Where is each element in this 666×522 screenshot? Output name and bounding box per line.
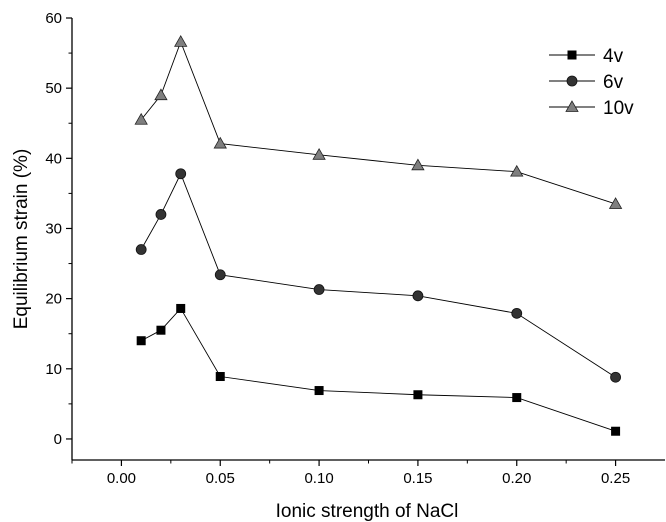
data-point-4v <box>136 336 146 346</box>
data-point-4v <box>156 325 166 335</box>
y-tick-label: 20 <box>45 291 62 308</box>
series-line-10v <box>140 40 616 205</box>
y-axis-label: Equilibrium strain (%) <box>11 149 32 330</box>
x-tick-label: 0.15 <box>403 470 432 487</box>
y-tick-label: 30 <box>45 220 62 237</box>
y-tick-label: 60 <box>45 10 62 27</box>
data-point-4v <box>176 303 186 313</box>
data-point-10v <box>312 148 326 160</box>
data-point-6v <box>313 284 325 295</box>
data-point-4v <box>413 390 423 400</box>
data-point-6v <box>214 269 226 281</box>
y-tick-label: 40 <box>45 150 62 167</box>
series-4v <box>136 303 621 436</box>
y-tick-label: 50 <box>45 80 62 97</box>
legend: 4v 6v 10v <box>549 46 634 119</box>
x-tick-label: 0.10 <box>304 470 333 487</box>
legend-marker-10v <box>565 100 579 112</box>
x-tick-label: 0.20 <box>502 470 531 487</box>
series-10v <box>134 35 623 209</box>
legend-label-10v: 10v <box>603 98 634 119</box>
data-point-10v <box>510 164 524 177</box>
legend-label-4v: 4v <box>603 46 624 67</box>
x-tick-label: 0.00 <box>107 470 136 487</box>
x-tick-label: 0.05 <box>206 470 235 487</box>
data-point-10v <box>608 197 623 209</box>
data-point-4v <box>314 386 324 396</box>
legend-marker-6v <box>566 75 578 87</box>
data-point-6v <box>135 244 147 255</box>
data-point-6v <box>610 371 621 383</box>
data-point-6v <box>511 307 523 319</box>
legend-marker-4v <box>567 50 577 60</box>
x-tick-label: 0.25 <box>601 470 630 487</box>
data-point-6v <box>412 290 424 302</box>
data-point-10v <box>154 88 168 101</box>
data-point-4v <box>215 372 225 382</box>
data-point-10v <box>134 112 148 125</box>
data-point-6v <box>155 209 167 220</box>
data-point-6v <box>175 168 187 180</box>
y-tick-label: 10 <box>45 361 62 378</box>
series-line-6v <box>140 172 616 378</box>
data-point-4v <box>512 393 522 403</box>
y-tick-label: 0 <box>54 431 62 448</box>
y-axis-ticks: 0 10 20 30 40 50 60 <box>45 10 72 448</box>
data-point-10v <box>174 35 188 47</box>
series-line-4v <box>140 307 616 432</box>
x-axis-label: Ionic strength of NaCl <box>276 501 459 522</box>
series-layer <box>134 35 623 436</box>
data-point-4v <box>611 426 621 436</box>
x-axis-ticks: 0.00 0.05 0.10 0.15 0.20 0.25 <box>71 460 630 487</box>
data-point-10v <box>213 136 227 149</box>
series-6v <box>135 168 621 383</box>
data-point-10v <box>411 158 425 171</box>
legend-label-6v: 6v <box>603 72 624 93</box>
